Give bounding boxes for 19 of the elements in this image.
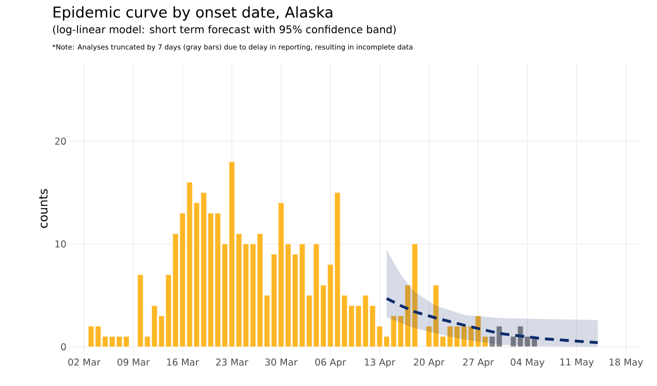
x-tick-label: 23 Mar [216,358,248,366]
x-tick-label: 16 Mar [167,358,200,366]
x-tick-label: 20 Apr [414,358,445,368]
x-tick-label: 30 Mar [265,358,298,366]
chart-subtitle: (log-linear model: short term forecast with 95% confidence band) [53,25,396,36]
x-tick-label: 13 Apr [364,358,396,368]
y-tick-label: 10 [55,240,66,248]
y-tick-label: 20 [55,138,66,145]
x-tick-label: 06 Apr [315,358,346,368]
x-tick-label: 11 May [560,358,594,368]
x-tick-label: 27 Apr [463,358,494,368]
x-tick-label: 04 May [510,358,544,368]
y-axis-title: counts [39,189,48,228]
chart-title: Epidemic curve by onset date, Alaska [54,6,332,21]
x-tick-label: 02 Mar [68,358,101,366]
x-tick-label: 09 Mar [118,358,150,366]
x-tick-label: 18 May [610,358,643,368]
y-tick-label: 0 [61,343,66,350]
line-series [385,297,600,344]
